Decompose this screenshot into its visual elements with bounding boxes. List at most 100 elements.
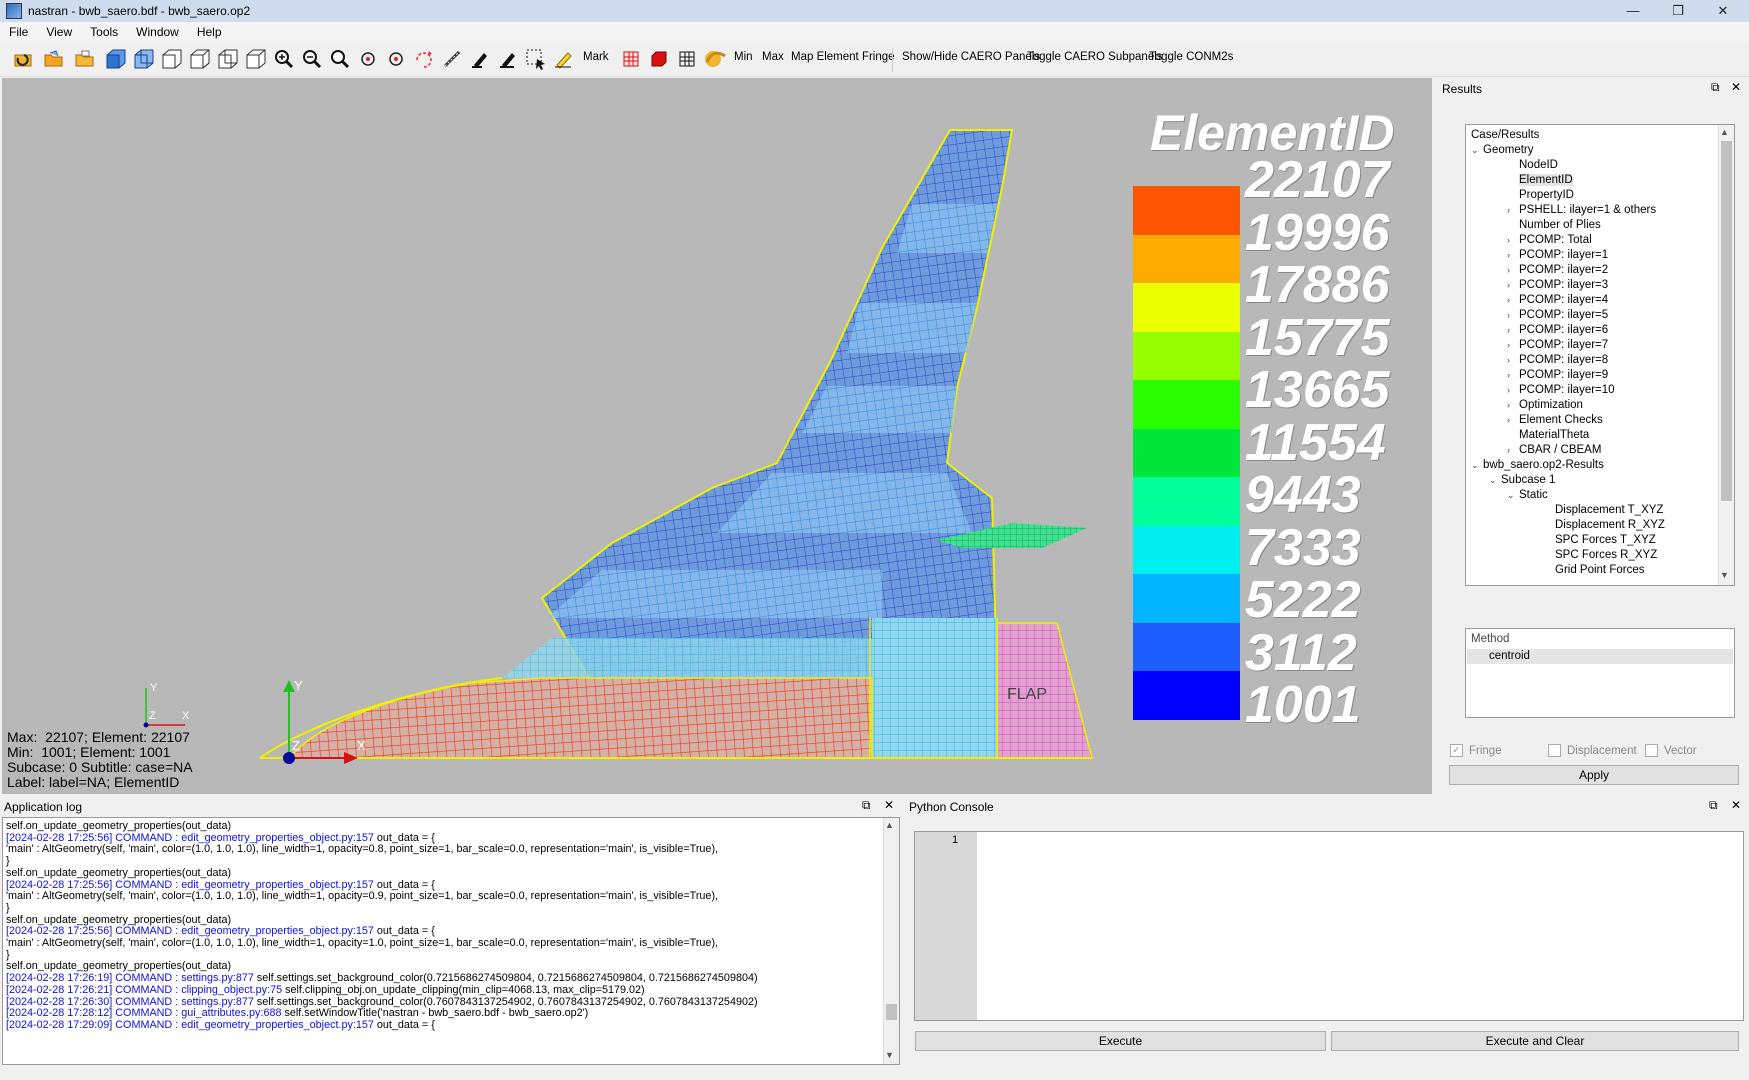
rotate-counterclockwise-icon[interactable]: [384, 48, 408, 70]
solid-cube-icon[interactable]: [647, 48, 671, 70]
rotate-clockwise-icon[interactable]: [356, 48, 380, 70]
chevron-right-icon[interactable]: ›: [1507, 400, 1510, 410]
view-right-icon[interactable]: [188, 48, 212, 70]
close-button[interactable]: ✕: [1717, 3, 1729, 18]
mark-button[interactable]: Mark: [583, 51, 609, 63]
scroll-thumb[interactable]: [1721, 141, 1732, 501]
execute-and-clear-button[interactable]: Execute and Clear: [1331, 1031, 1739, 1051]
toggle-caero-subpanels-button[interactable]: Toggle CAERO Subpanels: [1027, 51, 1163, 63]
log-scrollbar[interactable]: ▲ ▼: [883, 818, 899, 1064]
grid-mesh-icon[interactable]: [619, 48, 643, 70]
vector-checkbox[interactable]: Vector: [1645, 744, 1697, 757]
menu-file[interactable]: File: [9, 25, 29, 39]
log-source-link[interactable]: clipping_object.py:75: [181, 983, 283, 996]
tree-item[interactable]: NodeID: [1507, 158, 1558, 173]
min-button[interactable]: Min: [734, 51, 753, 63]
method-list[interactable]: Method centroid: [1465, 628, 1735, 718]
label-icon[interactable]: [496, 48, 520, 70]
log-source-link[interactable]: settings.py:877: [181, 972, 254, 985]
tree-item[interactable]: ⌄ Geometry: [1471, 143, 1534, 158]
view-left-icon[interactable]: [160, 48, 184, 70]
open-results-icon[interactable]: [73, 48, 97, 70]
displacement-checkbox[interactable]: Displacement: [1548, 744, 1637, 757]
tree-item[interactable]: › PCOMP: ilayer=7: [1507, 338, 1608, 353]
tree-item[interactable]: Grid Point Forces: [1543, 563, 1644, 578]
tree-item[interactable]: SPC Forces R_XYZ: [1543, 548, 1657, 563]
chevron-right-icon[interactable]: ›: [1507, 370, 1510, 380]
tree-item[interactable]: › PCOMP: Total: [1507, 233, 1592, 248]
toggle-conm2s-button[interactable]: Toggle CONM2s: [1149, 51, 1234, 63]
tree-item[interactable]: Number of Plies: [1507, 218, 1601, 233]
log-source-link[interactable]: settings.py:877: [181, 995, 254, 1008]
tree-item[interactable]: PropertyID: [1507, 188, 1574, 203]
log-source-link[interactable]: edit_geometry_properties_object.py:157: [181, 925, 374, 938]
chevron-down-icon[interactable]: ⌄: [1507, 490, 1515, 500]
tree-item[interactable]: › PCOMP: ilayer=8: [1507, 353, 1608, 368]
zoom-fit-icon[interactable]: [328, 48, 352, 70]
dock-float-icon[interactable]: ⧉: [1711, 80, 1720, 94]
view-back-icon[interactable]: [132, 48, 156, 70]
tree-item[interactable]: › Element Checks: [1507, 413, 1603, 428]
tree-item[interactable]: Displacement R_XYZ: [1543, 518, 1665, 533]
tree-item[interactable]: › Optimization: [1507, 398, 1583, 413]
chevron-right-icon[interactable]: ›: [1507, 295, 1510, 305]
tree-item[interactable]: › PSHELL: ilayer=1 & others: [1507, 203, 1656, 218]
log-close-icon[interactable]: ✕: [884, 798, 895, 812]
tree-item[interactable]: › PCOMP: ilayer=4: [1507, 293, 1608, 308]
scroll-up-icon[interactable]: ▲: [1720, 127, 1729, 137]
open-folder-icon[interactable]: [42, 48, 66, 70]
rotate-view-icon[interactable]: [412, 48, 436, 70]
reload-icon[interactable]: [11, 48, 35, 70]
dock-close-icon[interactable]: ✕: [1731, 80, 1742, 94]
tree-item[interactable]: ⌄ Subcase 1: [1489, 473, 1555, 488]
scroll-up-icon[interactable]: ▲: [885, 820, 894, 830]
map-element-fringe-button[interactable]: Map Element Fringe: [791, 51, 895, 63]
tree-scrollbar[interactable]: ▲ ▼: [1718, 125, 1734, 585]
zoom-out-icon[interactable]: [300, 48, 324, 70]
python-float-icon[interactable]: ⧉: [1709, 798, 1718, 812]
3d-viewport[interactable]: FLAP Y X Z Y X Z ElementID 22107 19996 178…: [2, 78, 1432, 794]
area-pick-icon[interactable]: [524, 48, 548, 70]
menu-window[interactable]: Window: [136, 25, 179, 39]
scroll-down-icon[interactable]: ▼: [885, 1050, 894, 1060]
tree-item[interactable]: › PCOMP: ilayer=1: [1507, 248, 1608, 263]
measure-icon[interactable]: [440, 48, 464, 70]
chevron-right-icon[interactable]: ›: [1507, 205, 1510, 215]
animation-icon[interactable]: [703, 48, 727, 70]
view-front-icon[interactable]: [104, 48, 128, 70]
chevron-right-icon[interactable]: ›: [1507, 235, 1510, 245]
python-editor[interactable]: 1: [914, 831, 1744, 1021]
log-source-link[interactable]: edit_geometry_properties_object.py:157: [181, 831, 374, 844]
tree-item[interactable]: › PCOMP: ilayer=3: [1507, 278, 1608, 293]
tree-item[interactable]: › CBAR / CBEAM: [1507, 443, 1601, 458]
chevron-right-icon[interactable]: ›: [1507, 280, 1510, 290]
python-close-icon[interactable]: ✕: [1731, 798, 1742, 812]
tree-item[interactable]: › PCOMP: ilayer=9: [1507, 368, 1608, 383]
log-source-link[interactable]: edit_geometry_properties_object.py:157: [181, 1018, 374, 1031]
tree-item[interactable]: SPC Forces T_XYZ: [1543, 533, 1656, 548]
tree-item[interactable]: › PCOMP: ilayer=10: [1507, 383, 1615, 398]
edit-label-icon[interactable]: [552, 48, 576, 70]
tree-item[interactable]: ElementID: [1507, 173, 1573, 188]
chevron-down-icon[interactable]: ⌄: [1471, 460, 1479, 470]
tree-item[interactable]: › PCOMP: ilayer=2: [1507, 263, 1608, 278]
log-source-link[interactable]: edit_geometry_properties_object.py:157: [181, 878, 374, 891]
chevron-right-icon[interactable]: ›: [1507, 265, 1510, 275]
minimize-button[interactable]: —: [1626, 3, 1640, 18]
wireframe-cube-icon[interactable]: [675, 48, 699, 70]
tree-item[interactable]: Displacement T_XYZ: [1543, 503, 1663, 518]
zoom-in-icon[interactable]: [272, 48, 296, 70]
view-bottom-icon[interactable]: [244, 48, 268, 70]
view-top-icon[interactable]: [216, 48, 240, 70]
chevron-right-icon[interactable]: ›: [1507, 340, 1510, 350]
log-float-icon[interactable]: ⧉: [862, 798, 871, 812]
chevron-down-icon[interactable]: ⌄: [1471, 145, 1479, 155]
max-button[interactable]: Max: [762, 51, 784, 63]
chevron-right-icon[interactable]: ›: [1507, 445, 1510, 455]
tree-item[interactable]: › PCOMP: ilayer=5: [1507, 308, 1608, 323]
results-tree[interactable]: Case/Results ⌄ Geometry NodeID ElementID Pro…: [1465, 124, 1735, 586]
chevron-down-icon[interactable]: ⌄: [1489, 475, 1497, 485]
chevron-right-icon[interactable]: ›: [1507, 415, 1510, 425]
scroll-thumb[interactable]: [886, 1004, 897, 1020]
menu-tools[interactable]: Tools: [90, 25, 119, 39]
